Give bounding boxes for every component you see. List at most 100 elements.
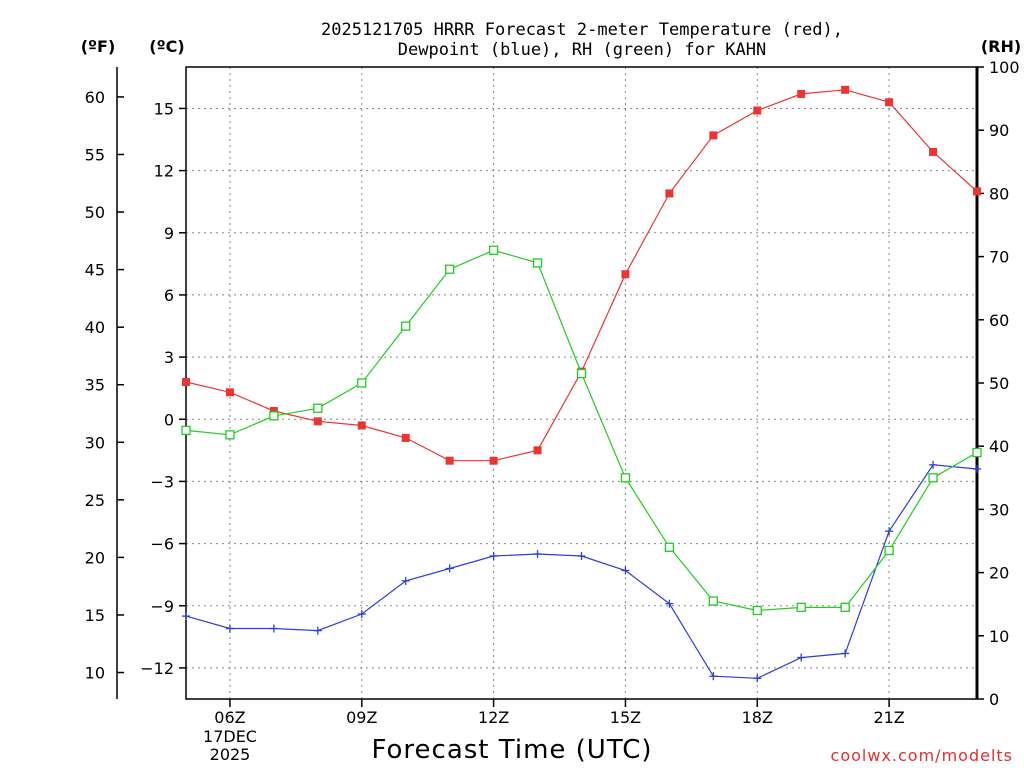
- rh-point: [576, 368, 587, 379]
- c-tick-label: 0: [164, 410, 174, 429]
- temperature-point: [225, 388, 234, 397]
- axes: 06Z 09Z 12Z 15Z 18Z 21Z15129630−3−6−9−1260555…: [85, 58, 1020, 727]
- rh-point: [313, 403, 323, 413]
- x-tick-label: 09Z: [346, 708, 377, 727]
- grid-lines: [186, 67, 977, 699]
- temperature-line: [185, 89, 978, 462]
- rh-point: [972, 447, 982, 458]
- rh-point: [357, 378, 367, 388]
- dewpoint-point: [709, 672, 718, 681]
- chart-title-line-1: 2025121705 HRRR Forecast 2-meter Tempera…: [321, 20, 843, 40]
- chart-title-line-2: Dewpoint (blue), RH (green) for KAHN: [398, 40, 766, 60]
- rh-point: [181, 425, 191, 436]
- rh-point: [708, 596, 718, 606]
- temperature-point: [445, 456, 454, 465]
- c-tick-label: 9: [164, 224, 174, 243]
- rh-tick-label: 90: [989, 121, 1009, 140]
- f-tick-label: 45: [85, 261, 105, 280]
- rh-point: [401, 321, 411, 331]
- x-tick-label: 06Z: [214, 708, 245, 727]
- rh-point: [488, 245, 499, 255]
- x-tick-label: 12Z: [478, 708, 509, 727]
- temperature-point: [313, 417, 322, 426]
- c-tick-label: 6: [164, 286, 174, 305]
- dewpoint-point: [665, 599, 674, 608]
- rh-tick-label: 20: [989, 564, 1009, 583]
- rh-point: [840, 602, 850, 613]
- f-tick-label: 25: [85, 491, 105, 510]
- rh-point: [225, 430, 235, 440]
- dewpoint-point: [929, 460, 938, 469]
- rh-point: [884, 545, 894, 556]
- dewpoint-point: [797, 653, 806, 662]
- temperature-point: [797, 89, 806, 98]
- dewpoint-point: [753, 674, 762, 683]
- dewpoint-point: [225, 624, 234, 633]
- date-label-day: 17DEC: [203, 727, 257, 746]
- temperature-point: [269, 406, 278, 415]
- f-tick-label: 35: [85, 376, 105, 395]
- temperature-point: [841, 85, 850, 94]
- f-tick-label: 50: [85, 203, 105, 222]
- x-tick-label: 15Z: [610, 708, 641, 727]
- rh-point: [445, 264, 455, 274]
- dewpoint-point: [489, 552, 498, 561]
- plot-frame: [185, 66, 978, 700]
- dewpoint-point: [841, 649, 850, 658]
- f-tick-label: 20: [85, 548, 105, 567]
- dewpoint-point: [445, 564, 454, 573]
- rh-tick-label: 100: [989, 58, 1020, 77]
- rh-unit-label: (RH): [981, 37, 1021, 56]
- temperature-point: [621, 270, 630, 279]
- c-tick-label: −12: [140, 659, 174, 678]
- dewpoint-point: [269, 624, 278, 633]
- f-tick-label: 30: [85, 433, 105, 452]
- series-layer: [181, 85, 982, 683]
- rh-point: [620, 473, 631, 483]
- dewpoint-point: [885, 527, 894, 536]
- rh-tick-label: 0: [989, 690, 999, 709]
- temperature-point: [182, 377, 190, 386]
- fahrenheit-unit-label: (ºF): [81, 37, 116, 56]
- c-tick-label: 12: [154, 162, 174, 181]
- dewpoint-point: [577, 552, 586, 561]
- rh-point: [664, 542, 675, 552]
- credit-label: coolwx.com/modelts: [831, 746, 1013, 765]
- rh-tick-label: 70: [989, 248, 1009, 267]
- f-tick-label: 40: [85, 318, 105, 337]
- dewpoint-point: [182, 612, 190, 621]
- temperature-point: [665, 189, 674, 198]
- f-tick-label: 10: [85, 664, 105, 683]
- rh-tick-label: 10: [989, 627, 1009, 646]
- f-tick-label: 55: [85, 145, 105, 164]
- f-tick-label: 15: [85, 606, 105, 625]
- temperature-point: [357, 421, 366, 430]
- c-tick-label: 3: [164, 348, 174, 367]
- f-tick-label: 60: [85, 88, 105, 107]
- temperature-point: [401, 433, 410, 442]
- dewpoint-point: [401, 576, 410, 585]
- temperature-point: [753, 106, 762, 115]
- dewpoint-point: [533, 549, 542, 558]
- rh-point: [928, 473, 938, 483]
- dewpoint-point: [313, 626, 322, 635]
- x-tick-label: 21Z: [873, 708, 904, 727]
- c-tick-label: 15: [154, 99, 174, 118]
- temperature-point: [885, 98, 894, 107]
- c-tick-label: −6: [150, 535, 174, 554]
- dewpoint-point: [357, 610, 366, 619]
- dewpoint-point: [973, 464, 981, 473]
- rh-point: [532, 258, 543, 268]
- temperature-point: [929, 147, 938, 156]
- temperature-point: [533, 446, 542, 455]
- rh-tick-label: 30: [989, 500, 1009, 519]
- temperature-point: [709, 131, 718, 140]
- rh-tick-label: 50: [989, 374, 1009, 393]
- rh-tick-label: 40: [989, 437, 1009, 456]
- temperature-point: [973, 187, 981, 196]
- dewpoint-line: [185, 464, 978, 679]
- temperature-point: [489, 456, 498, 465]
- c-tick-label: −3: [150, 472, 174, 491]
- c-tick-label: −9: [150, 597, 174, 616]
